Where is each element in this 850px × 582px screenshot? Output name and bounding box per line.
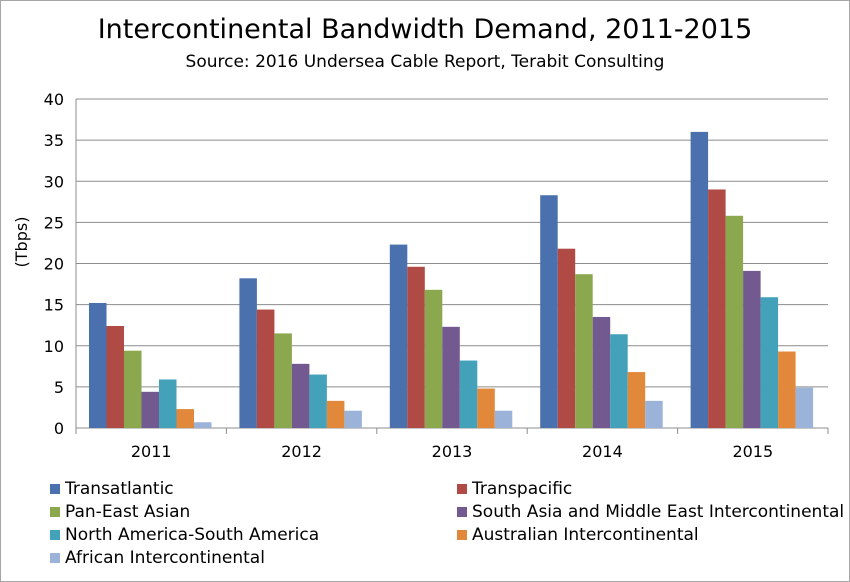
- y-tick-label: 30: [44, 172, 64, 191]
- bar-2012-5: [326, 400, 345, 428]
- bar-2013-0: [389, 244, 408, 428]
- bar-2011-6: [194, 422, 212, 428]
- bar-2011-2: [124, 350, 142, 428]
- bar-2015-3: [743, 270, 761, 428]
- x-tick-label: 2015: [732, 442, 773, 461]
- bar-2014-2: [575, 274, 593, 428]
- bar-2014-3: [592, 316, 611, 428]
- bar-2014-5: [627, 372, 646, 428]
- bar-2012-0: [239, 278, 257, 428]
- y-tick-label: 25: [44, 213, 64, 232]
- chart-subtitle: Source: 2016 Undersea Cable Report, Tera…: [185, 52, 665, 72]
- bar-2011-5: [176, 409, 194, 428]
- bar-2015-0: [690, 131, 709, 428]
- bar-2013-4: [459, 360, 478, 428]
- bar-2014-1: [557, 248, 576, 428]
- y-tick-label: 0: [54, 419, 64, 438]
- x-tick-label: 2011: [131, 442, 172, 461]
- bar-2012-2: [274, 333, 292, 428]
- bar-2013-6: [494, 410, 513, 428]
- x-tick-label: 2014: [582, 442, 623, 461]
- bar-2015-2: [725, 215, 744, 428]
- bar-2014-0: [540, 195, 558, 428]
- bar-2012-3: [291, 363, 310, 428]
- bar-2014-4: [610, 334, 628, 428]
- y-tick-label: 35: [44, 131, 64, 150]
- y-tick-label: 40: [44, 90, 64, 109]
- bar-2012-4: [309, 374, 327, 428]
- bar-2014-6: [645, 400, 663, 428]
- y-tick-label: 10: [44, 337, 64, 356]
- bar-2011-3: [141, 391, 159, 428]
- bar-2011-0: [89, 302, 107, 428]
- bar-2011-4: [159, 379, 177, 428]
- bar-2015-4: [760, 297, 779, 428]
- bar-2013-5: [477, 388, 495, 428]
- bar-2013-3: [442, 326, 460, 428]
- bar-2013-2: [424, 289, 443, 428]
- bar-2012-1: [256, 309, 275, 428]
- bar-2013-1: [407, 266, 425, 428]
- bar-2015-1: [708, 189, 726, 428]
- y-tick-label: 15: [44, 296, 64, 315]
- y-tick-label: 5: [54, 378, 64, 397]
- x-tick-label: 2013: [432, 442, 473, 461]
- x-tick-label: 2012: [281, 442, 322, 461]
- chart-title: Intercontinental Bandwidth Demand, 2011-…: [97, 14, 753, 45]
- bar-2011-1: [106, 326, 124, 428]
- bar-2015-6: [795, 387, 814, 428]
- bar-2015-5: [778, 351, 796, 428]
- y-tick-label: 20: [44, 255, 64, 274]
- bar-2012-6: [344, 410, 362, 428]
